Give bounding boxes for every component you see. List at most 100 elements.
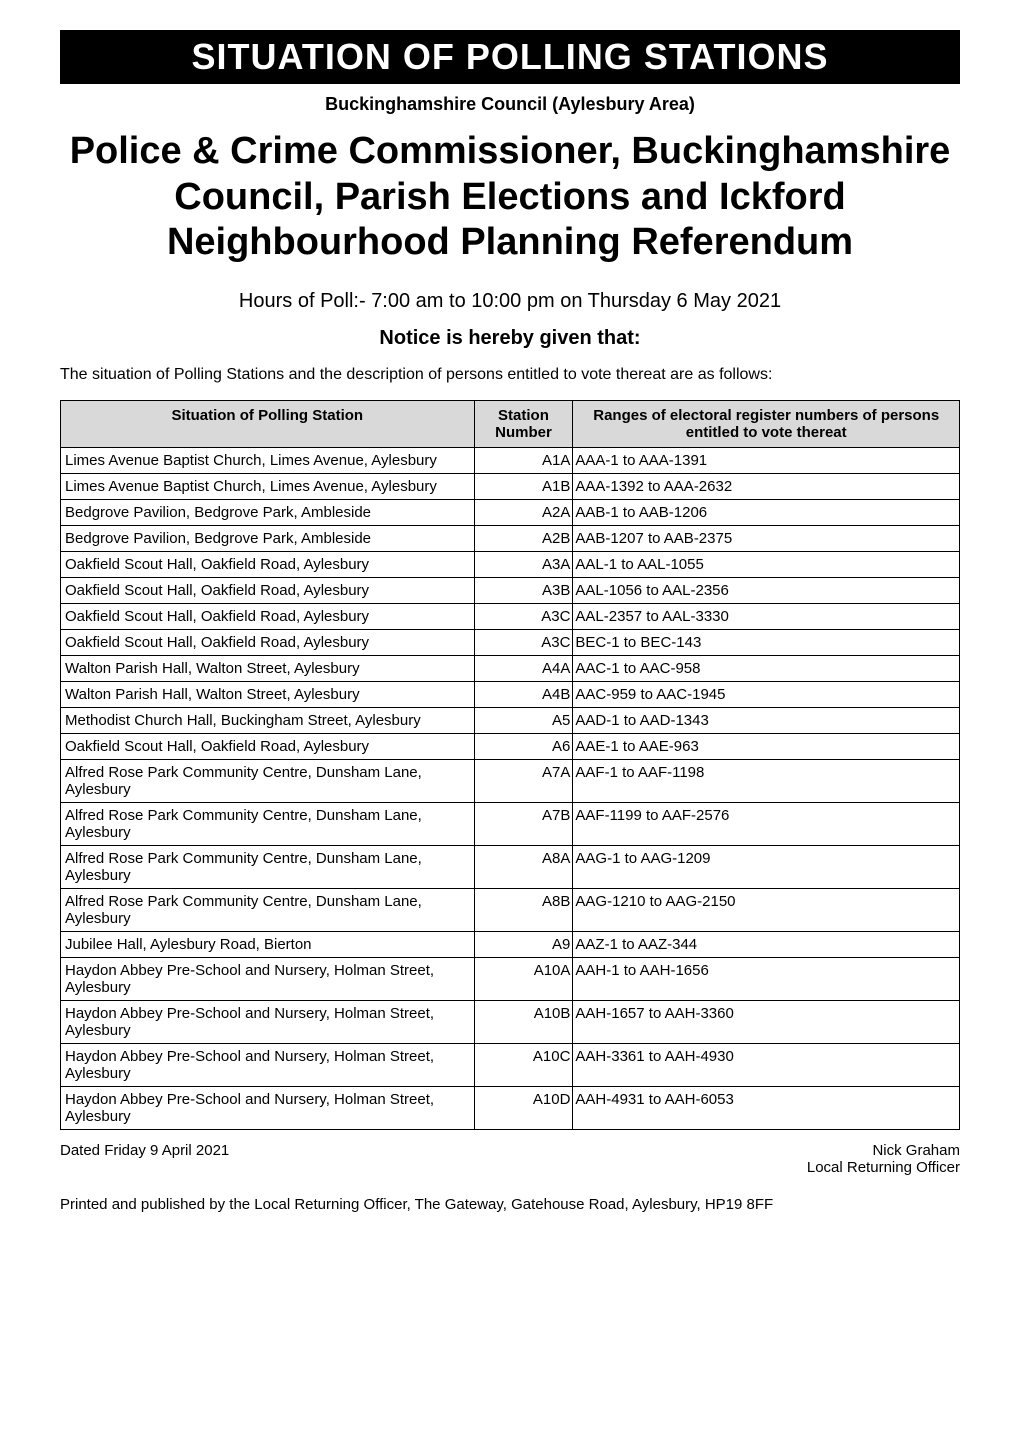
cell-range: AAA-1392 to AAA-2632 <box>573 473 960 499</box>
cell-location: Bedgrove Pavilion, Bedgrove Park, Ambles… <box>61 499 475 525</box>
cell-location: Limes Avenue Baptist Church, Limes Avenu… <box>61 473 475 499</box>
table-header-row: Situation of Polling Station Station Num… <box>61 400 960 447</box>
cell-station: A1B <box>474 473 573 499</box>
print-note: Printed and published by the Local Retur… <box>60 1196 960 1213</box>
polling-stations-table: Situation of Polling Station Station Num… <box>60 400 960 1130</box>
cell-location: Haydon Abbey Pre-School and Nursery, Hol… <box>61 1043 475 1086</box>
cell-location: Oakfield Scout Hall, Oakfield Road, Ayle… <box>61 603 475 629</box>
header-station: Station Number <box>474 400 573 447</box>
cell-location: Limes Avenue Baptist Church, Limes Avenu… <box>61 447 475 473</box>
cell-station: A5 <box>474 707 573 733</box>
cell-range: AAA-1 to AAA-1391 <box>573 447 960 473</box>
cell-location: Methodist Church Hall, Buckingham Street… <box>61 707 475 733</box>
table-row: Haydon Abbey Pre-School and Nursery, Hol… <box>61 957 960 1000</box>
table-row: Haydon Abbey Pre-School and Nursery, Hol… <box>61 1086 960 1129</box>
table-row: Oakfield Scout Hall, Oakfield Road, Ayle… <box>61 733 960 759</box>
cell-station: A2A <box>474 499 573 525</box>
cell-range: AAF-1199 to AAF-2576 <box>573 802 960 845</box>
subtitle: Buckinghamshire Council (Aylesbury Area) <box>60 94 960 115</box>
cell-station: A10D <box>474 1086 573 1129</box>
footer-row: Dated Friday 9 April 2021 Nick Graham Lo… <box>60 1142 960 1176</box>
cell-station: A8A <box>474 845 573 888</box>
table-row: Bedgrove Pavilion, Bedgrove Park, Ambles… <box>61 525 960 551</box>
cell-station: A10C <box>474 1043 573 1086</box>
cell-location: Alfred Rose Park Community Centre, Dunsh… <box>61 845 475 888</box>
cell-range: AAD-1 to AAD-1343 <box>573 707 960 733</box>
officer-title: Local Returning Officer <box>807 1159 960 1176</box>
cell-range: AAH-1 to AAH-1656 <box>573 957 960 1000</box>
cell-station: A10B <box>474 1000 573 1043</box>
table-row: Oakfield Scout Hall, Oakfield Road, Ayle… <box>61 551 960 577</box>
cell-station: A3B <box>474 577 573 603</box>
cell-location: Oakfield Scout Hall, Oakfield Road, Ayle… <box>61 551 475 577</box>
table-row: Alfred Rose Park Community Centre, Dunsh… <box>61 845 960 888</box>
cell-range: AAH-1657 to AAH-3360 <box>573 1000 960 1043</box>
table-row: Haydon Abbey Pre-School and Nursery, Hol… <box>61 1043 960 1086</box>
cell-location: Bedgrove Pavilion, Bedgrove Park, Ambles… <box>61 525 475 551</box>
table-row: Walton Parish Hall, Walton Street, Ayles… <box>61 655 960 681</box>
cell-range: AAB-1 to AAB-1206 <box>573 499 960 525</box>
table-row: Alfred Rose Park Community Centre, Dunsh… <box>61 759 960 802</box>
cell-range: AAG-1 to AAG-1209 <box>573 845 960 888</box>
table-row: Oakfield Scout Hall, Oakfield Road, Ayle… <box>61 577 960 603</box>
cell-location: Walton Parish Hall, Walton Street, Ayles… <box>61 655 475 681</box>
main-title: Police & Crime Commissioner, Buckinghams… <box>60 129 960 266</box>
cell-location: Jubilee Hall, Aylesbury Road, Bierton <box>61 931 475 957</box>
cell-range: AAF-1 to AAF-1198 <box>573 759 960 802</box>
cell-range: AAH-3361 to AAH-4930 <box>573 1043 960 1086</box>
cell-station: A9 <box>474 931 573 957</box>
cell-location: Haydon Abbey Pre-School and Nursery, Hol… <box>61 957 475 1000</box>
table-row: Jubilee Hall, Aylesbury Road, BiertonA9A… <box>61 931 960 957</box>
cell-range: AAE-1 to AAE-963 <box>573 733 960 759</box>
table-row: Limes Avenue Baptist Church, Limes Avenu… <box>61 473 960 499</box>
cell-station: A4B <box>474 681 573 707</box>
cell-station: A7B <box>474 802 573 845</box>
cell-station: A10A <box>474 957 573 1000</box>
cell-range: AAG-1210 to AAG-2150 <box>573 888 960 931</box>
header-location: Situation of Polling Station <box>61 400 475 447</box>
cell-location: Oakfield Scout Hall, Oakfield Road, Ayle… <box>61 577 475 603</box>
dated-text: Dated Friday 9 April 2021 <box>60 1142 229 1176</box>
cell-location: Alfred Rose Park Community Centre, Dunsh… <box>61 888 475 931</box>
cell-range: AAL-1 to AAL-1055 <box>573 551 960 577</box>
cell-location: Walton Parish Hall, Walton Street, Ayles… <box>61 681 475 707</box>
cell-range: AAL-1056 to AAL-2356 <box>573 577 960 603</box>
header-range: Ranges of electoral register numbers of … <box>573 400 960 447</box>
cell-location: Alfred Rose Park Community Centre, Dunsh… <box>61 759 475 802</box>
cell-station: A3A <box>474 551 573 577</box>
notice-heading: Notice is hereby given that: <box>60 327 960 350</box>
cell-location: Haydon Abbey Pre-School and Nursery, Hol… <box>61 1000 475 1043</box>
cell-station: A2B <box>474 525 573 551</box>
cell-station: A3C <box>474 603 573 629</box>
cell-location: Alfred Rose Park Community Centre, Dunsh… <box>61 802 475 845</box>
cell-location: Haydon Abbey Pre-School and Nursery, Hol… <box>61 1086 475 1129</box>
description-text: The situation of Polling Stations and th… <box>60 366 960 384</box>
cell-location: Oakfield Scout Hall, Oakfield Road, Ayle… <box>61 733 475 759</box>
cell-station: A3C <box>474 629 573 655</box>
cell-range: AAC-1 to AAC-958 <box>573 655 960 681</box>
officer-name: Nick Graham <box>807 1142 960 1159</box>
title-banner: SITUATION OF POLLING STATIONS <box>60 30 960 84</box>
table-row: Methodist Church Hall, Buckingham Street… <box>61 707 960 733</box>
cell-range: AAL-2357 to AAL-3330 <box>573 603 960 629</box>
table-row: Haydon Abbey Pre-School and Nursery, Hol… <box>61 1000 960 1043</box>
table-row: Limes Avenue Baptist Church, Limes Avenu… <box>61 447 960 473</box>
table-row: Bedgrove Pavilion, Bedgrove Park, Ambles… <box>61 499 960 525</box>
cell-station: A6 <box>474 733 573 759</box>
cell-range: AAH-4931 to AAH-6053 <box>573 1086 960 1129</box>
table-row: Alfred Rose Park Community Centre, Dunsh… <box>61 888 960 931</box>
cell-range: AAB-1207 to AAB-2375 <box>573 525 960 551</box>
cell-range: AAC-959 to AAC-1945 <box>573 681 960 707</box>
cell-range: BEC-1 to BEC-143 <box>573 629 960 655</box>
cell-station: A4A <box>474 655 573 681</box>
table-row: Oakfield Scout Hall, Oakfield Road, Ayle… <box>61 603 960 629</box>
cell-range: AAZ-1 to AAZ-344 <box>573 931 960 957</box>
table-row: Walton Parish Hall, Walton Street, Ayles… <box>61 681 960 707</box>
cell-location: Oakfield Scout Hall, Oakfield Road, Ayle… <box>61 629 475 655</box>
cell-station: A7A <box>474 759 573 802</box>
cell-station: A8B <box>474 888 573 931</box>
table-row: Oakfield Scout Hall, Oakfield Road, Ayle… <box>61 629 960 655</box>
banner-title: SITUATION OF POLLING STATIONS <box>60 36 960 78</box>
table-row: Alfred Rose Park Community Centre, Dunsh… <box>61 802 960 845</box>
hours-of-poll: Hours of Poll:- 7:00 am to 10:00 pm on T… <box>60 290 960 313</box>
